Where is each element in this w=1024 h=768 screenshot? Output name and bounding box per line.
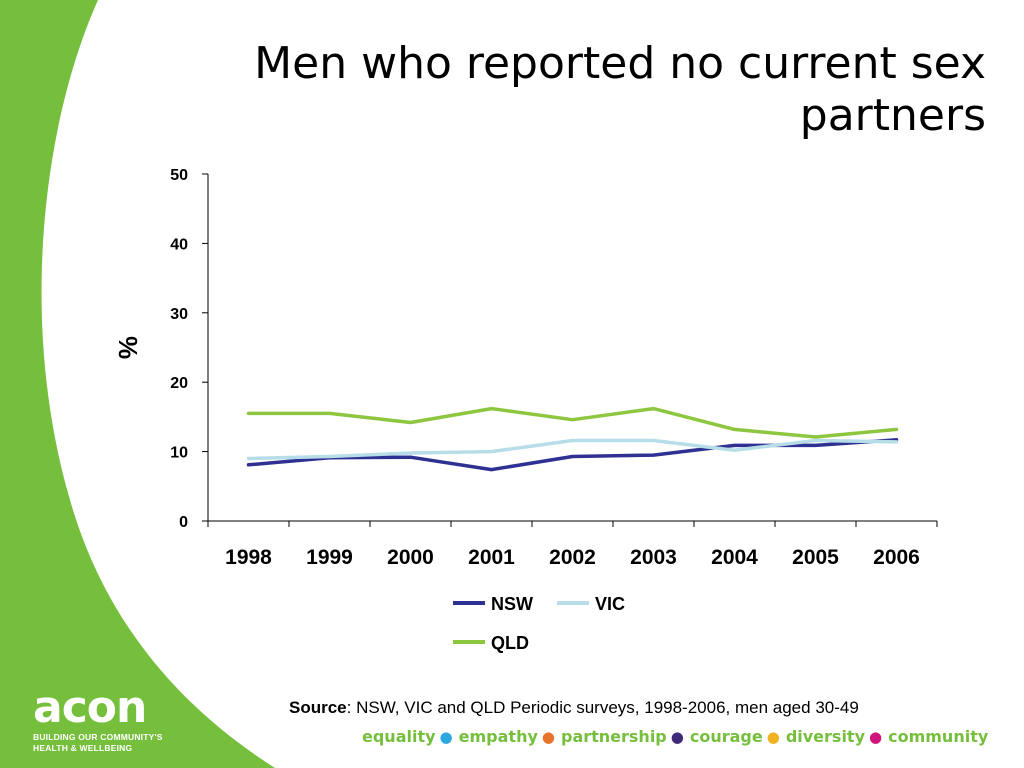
chart-axes: % bbox=[113, 174, 937, 522]
left-green-band bbox=[0, 0, 275, 768]
y-tick-label: 30 bbox=[170, 306, 188, 323]
source-label: Source bbox=[289, 698, 347, 717]
y-tick-label: 10 bbox=[170, 445, 188, 462]
y-axis-label: % bbox=[113, 336, 143, 359]
x-tick-label: 2002 bbox=[549, 546, 596, 569]
y-tick-label: 0 bbox=[179, 514, 188, 531]
source-note: Source: NSW, VIC and QLD Periodic survey… bbox=[289, 698, 859, 718]
legend-label: VIC bbox=[595, 594, 625, 614]
y-tick-label: 50 bbox=[170, 167, 188, 184]
x-tick-label: 2003 bbox=[630, 546, 677, 569]
value-word-empathy: empathy bbox=[458, 727, 538, 746]
legend-label: NSW bbox=[491, 594, 533, 614]
value-dot-icon: ● bbox=[766, 728, 780, 746]
logo-tagline: BUILDING OUR COMMUNITY'S HEALTH & WELLBE… bbox=[33, 732, 213, 754]
series-line-vic bbox=[246, 438, 899, 461]
value-word-courage: courage bbox=[689, 727, 763, 746]
value-word-partnership: partnership bbox=[560, 727, 667, 746]
chart-series bbox=[246, 406, 899, 472]
y-tick-label: 40 bbox=[170, 236, 188, 253]
line-chart: % 0 10 20 30 40 50 1998 1999 2000 2001 2002 2003 200… bbox=[113, 167, 938, 653]
x-tick-label: 2005 bbox=[792, 546, 839, 569]
value-word-community: community bbox=[888, 727, 989, 746]
value-dot-icon: ● bbox=[869, 728, 883, 746]
x-tick-label: 2006 bbox=[873, 546, 920, 569]
value-dot-icon: ● bbox=[541, 728, 555, 746]
acon-logo: acon BUILDING OUR COMMUNITY'S HEALTH & W… bbox=[33, 686, 213, 754]
value-word-equality: equality bbox=[362, 727, 436, 746]
logo-tagline-line2: HEALTH & WELLBEING bbox=[33, 743, 133, 753]
legend-label: QLD bbox=[491, 633, 529, 653]
values-strip: equality ● empathy ● partnership ● courage ● div… bbox=[362, 727, 992, 746]
logo-wordmark: acon bbox=[33, 682, 147, 733]
x-tick-label: 2000 bbox=[387, 546, 434, 569]
series-line-qld bbox=[246, 406, 899, 439]
x-tick-label: 2001 bbox=[468, 546, 515, 569]
logo-tagline-line1: BUILDING OUR COMMUNITY'S bbox=[33, 732, 163, 742]
value-word-diversity: diversity bbox=[785, 727, 866, 746]
y-tick-label: 20 bbox=[170, 375, 188, 392]
x-tick-label: 2004 bbox=[711, 546, 758, 569]
chart-ticks: 0 10 20 30 40 50 1998 1999 2000 2001 2002 2003 2004 2… bbox=[170, 167, 938, 569]
source-text: : NSW, VIC and QLD Periodic surveys, 199… bbox=[346, 698, 859, 717]
value-dot-icon: ● bbox=[439, 728, 453, 746]
chart-legend: NSW VIC QLD bbox=[453, 594, 625, 653]
x-tick-label: 1998 bbox=[225, 546, 272, 569]
slide-title: Men who reported no current sex partners bbox=[254, 38, 986, 141]
value-dot-icon: ● bbox=[670, 728, 684, 746]
x-tick-label: 1999 bbox=[306, 546, 353, 569]
